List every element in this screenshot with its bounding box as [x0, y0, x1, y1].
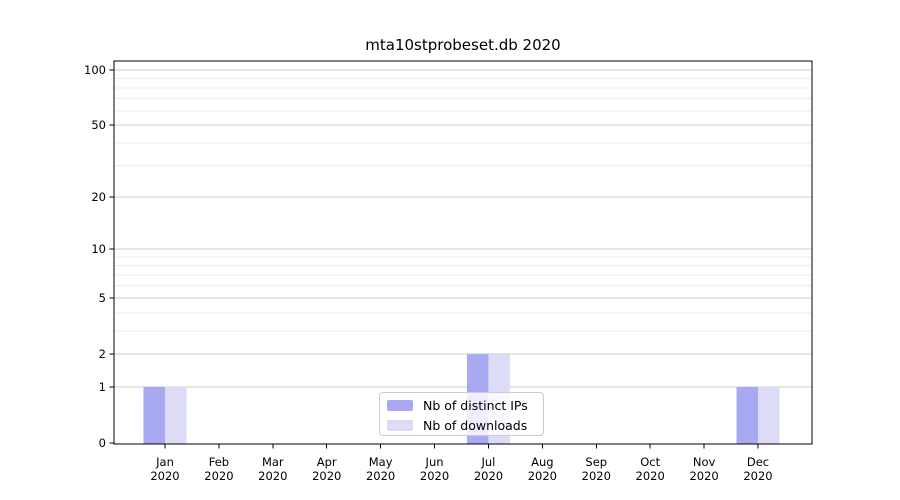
x-tick-label-month: Jan [155, 455, 174, 469]
x-tick-label-year: 2020 [258, 469, 287, 483]
y-tick-label: 1 [99, 380, 106, 394]
bar-nb-of-downloads-dec [758, 386, 780, 444]
x-tick-label-month: Oct [640, 455, 660, 469]
legend-swatch-downloads [387, 419, 413, 431]
x-tick-label-month: Nov [693, 455, 716, 469]
legend-entry-distinct-ips: Nb of distinct IPs [380, 395, 543, 415]
chart-title: mta10stprobeset.db 2020 [365, 36, 561, 54]
x-tick-label-month: Mar [262, 455, 284, 469]
x-tick-label-year: 2020 [636, 469, 665, 483]
bar-nb-of-distinct-ips-dec [736, 386, 758, 444]
y-tick-label: 2 [99, 347, 106, 361]
y-tick-label: 50 [91, 118, 106, 132]
y-tick-label: 20 [91, 190, 106, 204]
legend-label-downloads: Nb of downloads [423, 417, 528, 433]
x-tick-label-year: 2020 [420, 469, 449, 483]
x-tick-label-year: 2020 [312, 469, 341, 483]
legend: Nb of distinct IPs Nb of downloads [379, 392, 544, 436]
y-tick-label: 100 [84, 63, 106, 77]
x-tick-label-month: Aug [531, 455, 553, 469]
bar-nb-of-downloads-jan [165, 386, 187, 444]
x-tick-label-year: 2020 [474, 469, 503, 483]
y-tick-label: 0 [99, 436, 106, 450]
x-tick-label-year: 2020 [366, 469, 395, 483]
x-tick-label-month: Feb [209, 455, 229, 469]
x-tick-label-month: Sep [585, 455, 607, 469]
x-tick-label-year: 2020 [689, 469, 718, 483]
x-tick-label-year: 2020 [204, 469, 233, 483]
x-tick-label-month: May [369, 455, 393, 469]
axes-frame [113, 60, 813, 445]
y-tick-label: 5 [99, 291, 106, 305]
x-tick-label-month: Jul [481, 455, 496, 469]
x-tick-label-year: 2020 [743, 469, 772, 483]
x-tick-label-year: 2020 [150, 469, 179, 483]
x-tick-label-year: 2020 [528, 469, 557, 483]
x-tick-label-year: 2020 [582, 469, 611, 483]
y-tick-label: 10 [91, 242, 106, 256]
legend-label-distinct-ips: Nb of distinct IPs [423, 397, 528, 413]
bar-nb-of-distinct-ips-jan [143, 386, 165, 444]
x-tick-label-month: Apr [317, 455, 337, 469]
legend-entry-downloads: Nb of downloads [380, 415, 543, 435]
x-tick-label-month: Dec [747, 455, 769, 469]
legend-swatch-distinct-ips [387, 399, 413, 411]
x-tick-label-month: Jun [425, 455, 444, 469]
